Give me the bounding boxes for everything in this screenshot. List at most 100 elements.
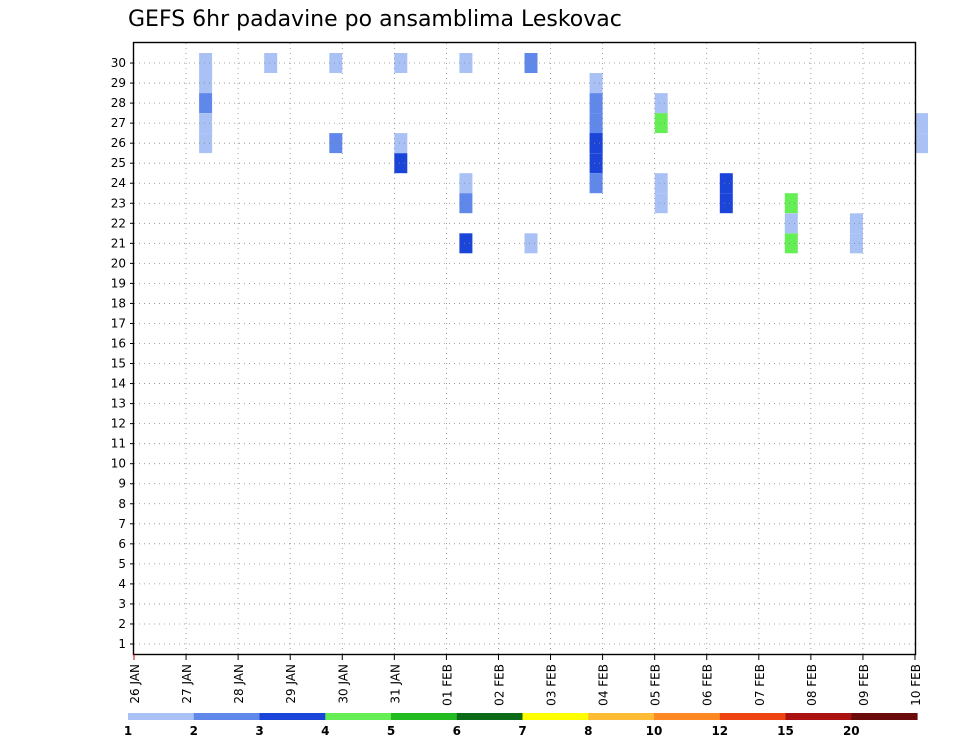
data-cell: [589, 93, 603, 114]
data-cell: [915, 133, 928, 154]
colorbar: 1 2 3 4 5 6 7 8 10 12 15 20: [124, 713, 918, 738]
y-tick-label: 17: [111, 316, 126, 330]
x-tick-label: 05 FEB: [649, 664, 663, 706]
colorbar-segment: [391, 713, 458, 720]
colorbar-segment: [456, 713, 524, 720]
y-tick-label: 12: [111, 417, 126, 431]
colorbar-segment: [193, 713, 261, 720]
y-tick-label: 7: [118, 517, 126, 531]
y-tick-label: 1: [118, 637, 126, 651]
grid-lines: [134, 43, 915, 654]
data-cell: [459, 233, 473, 254]
data-cell: [849, 213, 863, 234]
y-tick-label: 21: [111, 236, 126, 250]
x-tick-label: 07 FEB: [753, 664, 767, 706]
x-tick-label: 02 FEB: [492, 664, 506, 706]
data-cell: [459, 193, 473, 214]
data-cell: [524, 53, 538, 73]
x-axis-ticks: 26 JAN 27 JAN 28 JAN 29 JAN 30 JAN 31 JAN 01 F…: [128, 654, 923, 706]
data-cell: [719, 173, 733, 194]
colorbar-segment: [654, 713, 721, 720]
y-tick-label: 4: [118, 577, 126, 591]
x-tick-label: 01 FEB: [440, 664, 454, 706]
y-tick-label: 23: [111, 196, 126, 210]
y-tick-label: 5: [118, 557, 126, 571]
colorbar-label: 10: [646, 724, 663, 738]
data-cell: [719, 193, 733, 214]
data-cell: [199, 113, 213, 134]
data-cell: [654, 93, 668, 114]
data-cell: [394, 153, 408, 174]
data-cell: [329, 133, 343, 154]
colorbar-label: 12: [711, 724, 728, 738]
y-tick-label: 29: [111, 76, 126, 90]
x-tick-label: 10 FEB: [909, 664, 923, 706]
y-tick-label: 20: [111, 256, 126, 270]
data-cell: [589, 173, 603, 194]
data-cell: [589, 113, 603, 134]
y-tick-label: 6: [118, 537, 126, 551]
colorbar-label: 8: [584, 724, 592, 738]
plot-frame: [132, 41, 917, 656]
y-tick-label: 11: [111, 437, 126, 451]
data-cell: [199, 53, 213, 73]
data-cell: [654, 113, 668, 134]
data-cell: [784, 213, 798, 234]
data-cell: [199, 133, 213, 154]
colorbar-label: 20: [843, 724, 860, 738]
x-tick-label: 03 FEB: [545, 664, 559, 706]
data-cell: [589, 153, 603, 174]
colorbar-label: 3: [255, 724, 263, 738]
x-tick-label: 30 JAN: [336, 664, 350, 704]
data-cell: [199, 93, 213, 114]
colorbar-segment: [719, 713, 787, 720]
colorbar-segment: [325, 713, 392, 720]
chart-title: GEFS 6hr padavine po ansamblima Leskovac: [128, 7, 622, 32]
colorbar-label: 4: [321, 724, 329, 738]
data-cell: [654, 193, 668, 214]
x-tick-label: 31 JAN: [388, 664, 402, 704]
y-tick-label: 28: [111, 96, 126, 110]
y-tick-label: 3: [118, 597, 126, 611]
data-cell: [589, 73, 603, 93]
colorbar-segment: [128, 713, 195, 720]
y-tick-label: 27: [111, 116, 126, 130]
colorbar-label: 2: [190, 724, 198, 738]
colorbar-label: 6: [453, 724, 461, 738]
data-cell: [459, 53, 473, 73]
y-tick-label: 13: [111, 397, 126, 411]
colorbar-segment: [851, 713, 918, 720]
colorbar-segment: [785, 713, 852, 720]
y-tick-label: 2: [118, 617, 126, 631]
y-tick-label: 8: [118, 497, 126, 511]
y-tick-label: 15: [111, 357, 126, 371]
data-cell: [915, 113, 928, 134]
y-tick-label: 10: [111, 457, 126, 471]
data-cell: [394, 133, 408, 154]
colorbar-label: 5: [387, 724, 395, 738]
y-tick-label: 22: [111, 216, 126, 230]
data-cell: [264, 53, 278, 73]
data-cell: [524, 233, 538, 254]
colorbar-label: 7: [518, 724, 526, 738]
y-axis-ticks: 1234567891011121314151617181920212223242…: [111, 56, 134, 651]
data-cell: [849, 233, 863, 254]
data-cell: [654, 173, 668, 194]
x-tick-label: 08 FEB: [805, 664, 819, 706]
data-cell: [394, 53, 408, 73]
y-tick-label: 24: [111, 176, 126, 190]
x-tick-label: 09 FEB: [857, 664, 871, 706]
y-tick-label: 25: [111, 156, 126, 170]
y-tick-label: 9: [118, 477, 126, 491]
x-tick-label: 06 FEB: [701, 664, 715, 706]
colorbar-segment: [259, 713, 326, 720]
y-tick-label: 16: [111, 337, 126, 351]
colorbar-label: 15: [777, 724, 794, 738]
data-cell: [459, 173, 473, 194]
colorbar-label: 1: [124, 724, 132, 738]
colorbar-segment: [588, 713, 655, 720]
data-cells: [199, 53, 928, 254]
y-tick-label: 26: [111, 136, 126, 150]
data-cell: [784, 193, 798, 214]
